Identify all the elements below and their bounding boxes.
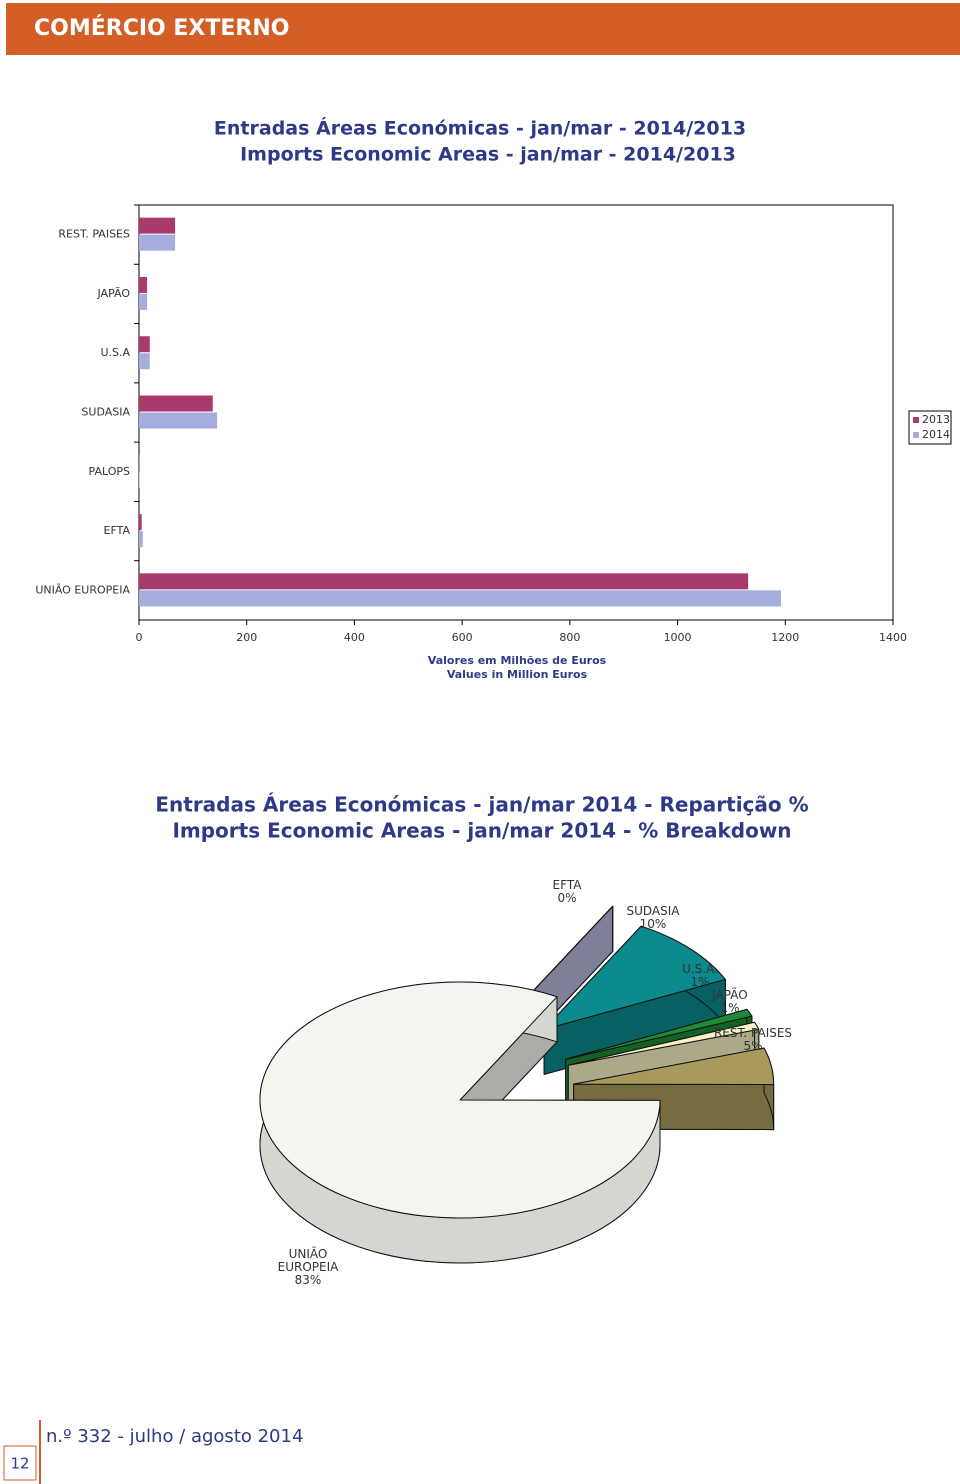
x-tick-label: 1000 — [664, 631, 692, 644]
y-tick-label: JAPÃO — [97, 287, 131, 300]
page-number: 12 — [10, 1455, 29, 1473]
y-tick-label: PALOPS — [89, 465, 130, 478]
chart-title: Entradas Áreas Económicas - jan/mar 2014… — [155, 793, 808, 817]
bar — [139, 395, 213, 412]
slice-value: 83% — [294, 1273, 322, 1287]
x-tick-label: 400 — [344, 631, 365, 644]
slice-label: JAPÃO 1% — [680, 989, 780, 1015]
bar — [139, 531, 143, 548]
legend-box — [908, 410, 952, 445]
slice — [515, 905, 614, 1010]
bar — [139, 573, 749, 590]
x-tick-label: 200 — [236, 631, 257, 644]
bar — [139, 454, 140, 471]
slice-name: U.S.A. — [682, 962, 718, 976]
slice-name: EFTA — [552, 878, 582, 892]
slice-name: UNIÃO EUROPEIA — [277, 1247, 339, 1274]
bar — [139, 293, 148, 310]
bar — [139, 217, 176, 234]
header-bar — [6, 3, 960, 55]
page-box — [3, 1445, 37, 1481]
bar — [139, 471, 140, 488]
slice-value: 0% — [557, 891, 577, 905]
slice-value: 5% — [743, 1039, 763, 1053]
axis-label: Values in Million Euros — [447, 668, 588, 681]
bar — [139, 412, 218, 429]
section-title: COMÉRCIO EXTERNO — [34, 15, 289, 41]
slice-value: 1% — [720, 1001, 740, 1015]
slice — [543, 925, 726, 1030]
chart-title: Entradas Áreas Económicas - jan/mar - 20… — [214, 117, 746, 140]
chart-title: Imports Economic Areas - jan/mar - 2014/… — [240, 144, 736, 166]
y-tick-label: EFTA — [104, 524, 131, 537]
x-tick-label: 0 — [136, 631, 143, 644]
slice-label: EFTA 0% — [517, 879, 617, 905]
slice — [567, 1021, 760, 1066]
slice-name: SUDASIA — [626, 904, 680, 918]
slice-label: UNIÃO EUROPEIA 83% — [273, 1248, 343, 1287]
plot-frame — [138, 204, 894, 621]
bar — [139, 514, 142, 531]
bar — [139, 353, 150, 370]
slice — [259, 981, 661, 1219]
slice-value: 1% — [690, 975, 710, 989]
bar — [139, 276, 148, 293]
legend-label: 2013 — [922, 413, 950, 426]
slice-name: REST. PAISES — [713, 1026, 793, 1040]
slice-label: SUDASIA 10% — [603, 905, 703, 931]
y-tick-label: REST. PAISES — [58, 228, 130, 241]
bar — [139, 336, 150, 353]
slice-value: 10% — [639, 917, 667, 931]
slice-label: U.S.A. 1% — [650, 963, 750, 989]
slice-label: REST. PAISES 5% — [703, 1027, 803, 1053]
x-tick-label: 1200 — [771, 631, 799, 644]
y-tick-label: UNIÃO EUROPEIA — [35, 583, 130, 596]
y-tick-label: SUDASIA — [81, 406, 130, 419]
slice-name: JAPÃO — [712, 988, 748, 1002]
axis-label: Valores em Milhões de Euros — [428, 654, 607, 667]
x-tick-label: 800 — [559, 631, 580, 644]
legend-swatch — [913, 417, 919, 423]
issue: n.º 332 - julho / agosto 2014 — [46, 1426, 303, 1447]
bar — [139, 234, 176, 251]
slice — [565, 1008, 753, 1060]
chart-title: Imports Economic Areas - jan/mar 2014 - … — [172, 819, 791, 843]
legend-swatch — [913, 432, 919, 438]
bar — [139, 590, 781, 607]
slice — [573, 1047, 775, 1086]
y-tick-label: U.S.A — [100, 346, 130, 359]
x-tick-label: 1400 — [879, 631, 907, 644]
legend-label: 2014 — [922, 428, 950, 441]
x-tick-label: 600 — [452, 631, 473, 644]
